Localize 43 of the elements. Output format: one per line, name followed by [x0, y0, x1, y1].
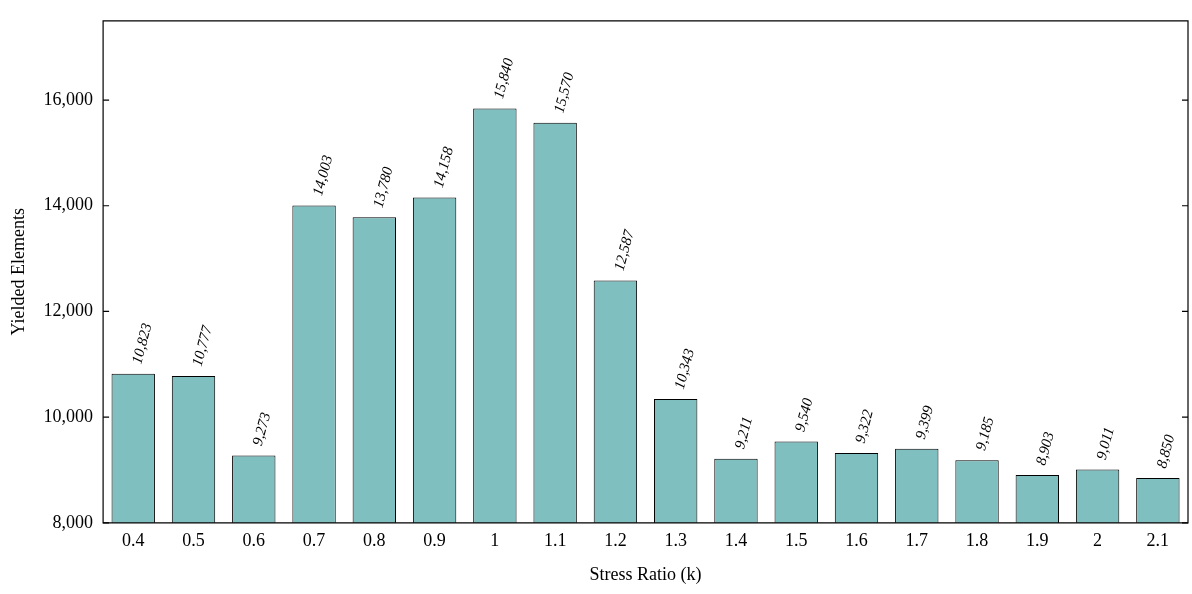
x-tick-label: 0.8 [363, 530, 386, 551]
data-label: 9,322 [851, 407, 877, 445]
x-tick-label: 1.8 [965, 530, 989, 551]
data-label: 9,540 [791, 395, 816, 434]
x-tick-label: 1.1 [543, 530, 567, 551]
data-label: 10,343 [670, 346, 698, 391]
x-tick-label: 1.6 [845, 530, 868, 551]
x-tick-label: 1 [490, 530, 500, 551]
x-tick-label: 0.5 [182, 530, 205, 551]
data-label: 9,399 [912, 403, 937, 441]
data-label: 10,823 [128, 321, 155, 366]
x-axis-title: Stress Ratio (k) [589, 563, 702, 585]
data-label: 9,185 [972, 414, 997, 452]
data-label: 12,587 [610, 226, 638, 273]
data-label: 15,570 [550, 70, 577, 115]
data-label: 9,211 [731, 414, 756, 451]
x-tick-label: 1.2 [604, 530, 627, 551]
x-tick-label: 1.9 [1026, 530, 1049, 551]
data-label: 14,158 [429, 144, 457, 190]
x-tick-label: 2.1 [1146, 530, 1170, 551]
y-tick-label: 10,000 [43, 405, 94, 426]
y-tick-label: 14,000 [43, 194, 94, 215]
x-tick-label: 1.5 [784, 530, 808, 551]
data-label: 9,273 [249, 410, 274, 448]
data-label: 8,903 [1032, 430, 1057, 467]
y-tick-label: 16,000 [43, 88, 94, 109]
data-label: 8,850 [1153, 432, 1178, 470]
y-axis-title: Yielded Elements [7, 208, 28, 336]
data-label: 14,003 [309, 153, 336, 198]
x-tick-label: 1.3 [664, 530, 687, 551]
x-tick-label: 0.4 [121, 530, 145, 551]
x-tick-label: 0.6 [242, 530, 266, 551]
y-tick-label: 12,000 [43, 300, 94, 321]
y-tick-label: 8,000 [52, 511, 94, 532]
data-label: 10,777 [188, 322, 216, 368]
x-tick-label: 0.7 [302, 530, 326, 551]
x-tick-label: 1.4 [724, 530, 748, 551]
x-tick-label: 0.9 [423, 530, 446, 551]
data-label: 9,011 [1092, 425, 1117, 462]
data-label: 13,780 [369, 164, 396, 210]
x-tick-label: 1.7 [905, 530, 929, 551]
data-label: 15,840 [490, 55, 517, 101]
x-tick-label: 2 [1093, 530, 1103, 551]
